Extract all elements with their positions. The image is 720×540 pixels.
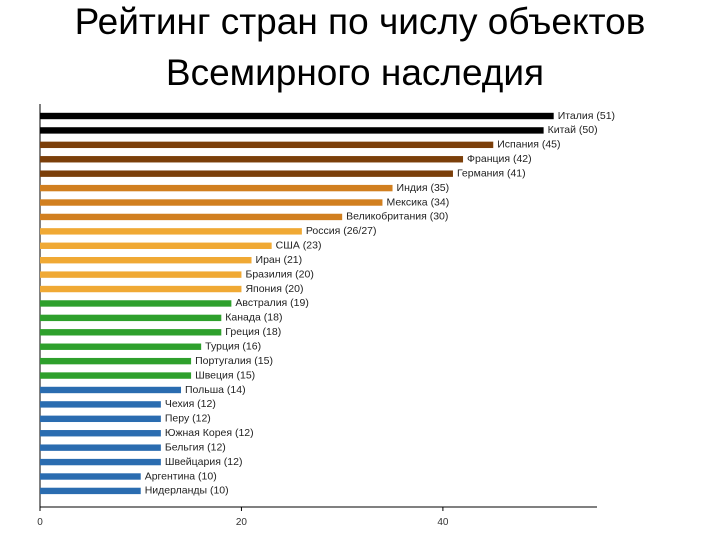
- bar-label: Перу (12): [165, 413, 211, 425]
- bar-label: Иран (21): [256, 254, 303, 266]
- bar-label: Германия (41): [457, 167, 526, 179]
- bar-label: Австралия (19): [235, 297, 308, 309]
- bar: [40, 285, 242, 293]
- bar: [40, 329, 222, 336]
- bar-label: Россия (26/27): [306, 225, 377, 237]
- bar: [40, 141, 494, 149]
- bar: [40, 444, 161, 451]
- bar-label: Великобритания (30): [346, 211, 448, 223]
- bar-label: Испания (45): [497, 139, 560, 151]
- bar-label: Мексика (34): [386, 196, 449, 208]
- bar: [40, 300, 232, 307]
- bar: [40, 112, 554, 120]
- bar-label: Греция (18): [225, 326, 281, 338]
- bar-label: Швейцария (12): [165, 456, 243, 468]
- bar: [40, 487, 141, 495]
- bar: [40, 372, 192, 379]
- bar-label: Нидерланды (10): [145, 485, 229, 497]
- bar: [40, 401, 161, 408]
- bar: [40, 127, 544, 134]
- chart-title: Всемирного наследия: [166, 52, 544, 93]
- bar: [40, 343, 202, 350]
- x-tick-label: 20: [236, 517, 248, 528]
- bar: [40, 271, 242, 278]
- chart-title: Рейтинг стран по числу объектов: [75, 1, 646, 42]
- bar-label: Швеция (15): [195, 369, 255, 381]
- x-tick-label: 40: [437, 517, 449, 528]
- bar-label: Южная Корея (12): [165, 427, 254, 439]
- bar-label: Португалия (15): [195, 355, 273, 367]
- bar-label: Бельгия (12): [165, 441, 226, 453]
- x-tick-label: 0: [37, 517, 43, 528]
- bar-label: Китай (50): [548, 124, 598, 136]
- bar: [40, 199, 383, 206]
- bar: [40, 228, 302, 235]
- bar: [40, 257, 252, 264]
- bar-label: Япония (20): [245, 283, 303, 295]
- bar-label: США (23): [276, 240, 322, 252]
- bar: [40, 213, 343, 221]
- bar: [40, 415, 161, 423]
- bar: [40, 156, 464, 163]
- bar: [40, 184, 393, 192]
- bar-label: Бразилия (20): [245, 268, 313, 280]
- bar: [40, 314, 222, 322]
- bar: [40, 458, 161, 466]
- bar-label: Индия (35): [397, 182, 450, 194]
- bar-label: Франция (42): [467, 153, 532, 165]
- bar-label: Италия (51): [558, 110, 615, 122]
- bar-label: Турция (16): [205, 341, 261, 353]
- bar: [40, 242, 272, 249]
- bar: [40, 170, 453, 177]
- bar-label: Чехия (12): [165, 398, 216, 410]
- bar-label: Канада (18): [225, 312, 282, 324]
- bar-label: Польша (14): [185, 384, 246, 396]
- bar: [40, 430, 161, 437]
- bar-label: Аргентина (10): [145, 470, 217, 482]
- bar: [40, 473, 141, 480]
- bar: [40, 386, 182, 394]
- bar: [40, 357, 192, 365]
